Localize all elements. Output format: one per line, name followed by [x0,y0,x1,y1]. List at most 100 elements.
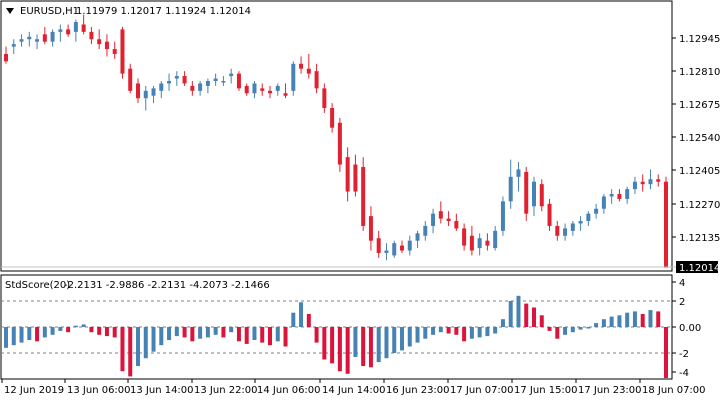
candle-body[interactable] [462,228,466,245]
candle-body[interactable] [307,69,311,74]
candle-body[interactable] [516,169,520,176]
candle-body[interactable] [291,64,295,91]
candle-body[interactable] [617,194,621,199]
candle-body[interactable] [51,32,55,42]
candle-body[interactable] [97,39,101,44]
candle-body[interactable] [594,209,598,214]
candle-body[interactable] [82,24,86,31]
candle-body[interactable] [74,22,78,32]
candle-body[interactable] [625,189,629,199]
candle-body[interactable] [493,231,497,248]
candle-body[interactable] [66,29,70,34]
candle-body[interactable] [579,221,583,223]
candle-body[interactable] [152,88,156,95]
candle-body[interactable] [431,214,435,226]
stdscore-bar [322,327,326,360]
candle-body[interactable] [540,184,544,206]
candle-body[interactable] [641,182,645,184]
candle-body[interactable] [276,86,280,91]
candle-body[interactable] [229,74,233,76]
candle-body[interactable] [105,42,109,49]
stdscore-bar [105,327,109,336]
candle-body[interactable] [602,196,606,208]
candle-body[interactable] [346,157,350,191]
stdscore-bar [594,323,598,327]
candle-body[interactable] [501,201,505,230]
candle-body[interactable] [27,37,31,39]
candle-body[interactable] [221,81,225,83]
candle-body[interactable] [338,123,342,165]
candle-body[interactable] [252,83,256,93]
candle-body[interactable] [89,32,93,39]
candle-body[interactable] [555,226,559,236]
candle-body[interactable] [144,91,148,98]
candle-body[interactable] [198,83,202,90]
stdscore-bar [648,310,652,327]
candle-body[interactable] [416,233,420,240]
candle-body[interactable] [369,216,373,241]
candle-body[interactable] [183,76,187,83]
candle-body[interactable] [656,179,660,181]
candle-body[interactable] [237,74,241,89]
candle-body[interactable] [159,83,163,90]
candle-body[interactable] [447,219,451,221]
candle-body[interactable] [548,204,552,226]
candle-body[interactable] [12,44,16,46]
candle-body[interactable] [136,83,140,98]
candle-body[interactable] [532,182,536,207]
candle-body[interactable] [392,243,396,255]
time-tick-label: 12 Jun 2019 [4,385,64,396]
stdscore-bar [478,327,482,337]
candle-body[interactable] [439,211,443,218]
candle-body[interactable] [315,71,319,88]
candle-body[interactable] [175,76,179,78]
candle-body[interactable] [190,86,194,91]
candle-body[interactable] [563,228,567,235]
candle-body[interactable] [478,238,482,248]
candle-body[interactable] [284,93,288,95]
candle-body[interactable] [353,165,357,192]
candle-body[interactable] [330,108,334,128]
candle-body[interactable] [408,241,412,251]
candle-body[interactable] [633,182,637,189]
candle-body[interactable] [571,223,575,230]
candle-body[interactable] [128,69,132,91]
stdscore-bar [548,327,552,331]
candle-body[interactable] [586,214,590,221]
candle-body[interactable] [268,91,272,93]
candle-body[interactable] [58,29,62,31]
candle-body[interactable] [43,34,47,41]
candle-body[interactable] [20,39,24,41]
candle-body[interactable] [610,194,614,196]
price-axis[interactable]: 1.12945 1.12810 1.12675 1.12540 1.12405 … [672,34,720,274]
candle-body[interactable] [664,182,668,268]
candle-body[interactable] [245,86,249,93]
candle-body[interactable] [524,172,528,214]
candle-body[interactable] [384,251,388,253]
candle-body[interactable] [454,221,458,228]
indicator-axis[interactable]: 4 2 0.00 -2 -4 [672,278,701,379]
candle-body[interactable] [322,88,326,108]
candle-body[interactable] [4,54,8,61]
candle-body[interactable] [361,167,365,226]
candle-body[interactable] [214,79,218,81]
candle-body[interactable] [120,29,124,73]
candle-body[interactable] [260,88,264,90]
candle-body[interactable] [648,179,652,184]
stdscore-bar [346,327,350,374]
candle-body[interactable] [470,236,474,251]
candle-body[interactable] [400,246,404,251]
stdscore-bar [408,327,412,347]
candle-body[interactable] [377,238,381,253]
candle-body[interactable] [299,64,303,69]
time-axis[interactable]: 12 Jun 2019 13 Jun 06:00 13 Jun 14:00 13… [2,379,706,396]
candle-body[interactable] [206,81,210,86]
candle-body[interactable] [35,39,39,41]
candle-body[interactable] [167,81,171,83]
candle-body[interactable] [485,241,489,246]
candle-body[interactable] [509,177,513,202]
candle-body[interactable] [423,226,427,236]
candle-body[interactable] [113,49,117,54]
stdscore-bar [307,314,311,327]
